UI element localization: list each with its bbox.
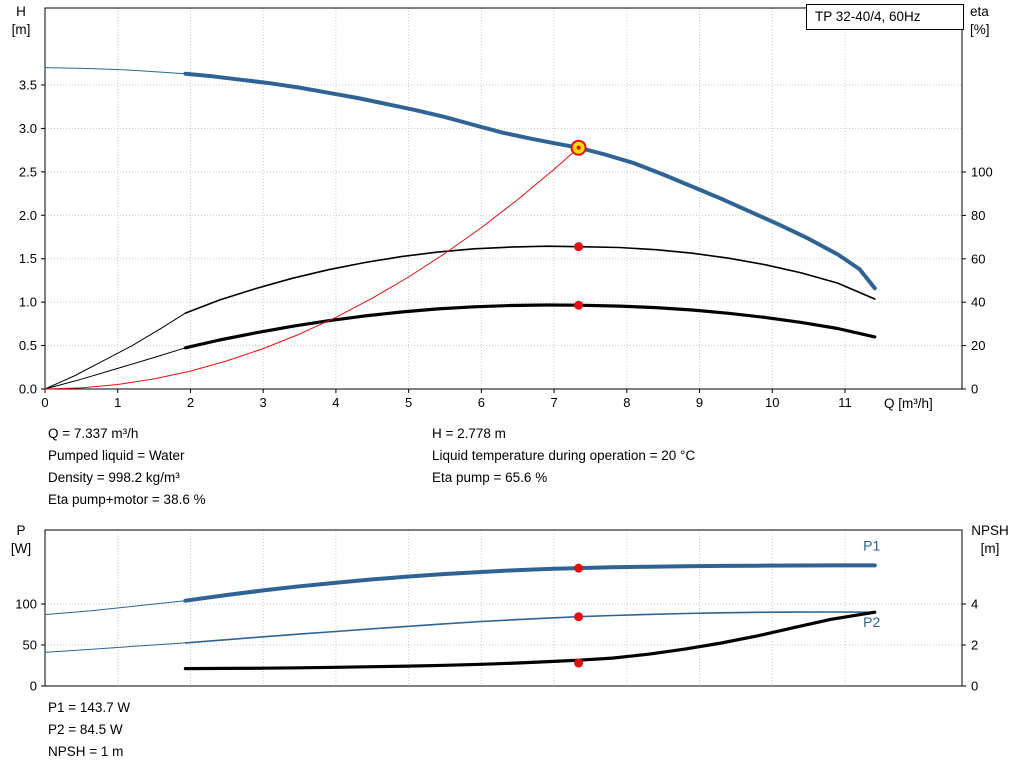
eta-curve-lead	[44, 312, 186, 390]
x-tick-label: 0	[41, 395, 48, 410]
left-tick-label: 3.0	[19, 121, 37, 136]
left-tick-label: 0.5	[19, 338, 37, 353]
power-axis-unit: [W]	[10, 541, 32, 556]
left-tick-label: 1.0	[19, 295, 37, 310]
density-value: Density = 998.2 kg/m³	[48, 470, 180, 485]
right-tick-label: 60	[971, 251, 985, 266]
chart-frame	[44, 7, 963, 390]
x-tick-label: 1	[114, 395, 121, 410]
npsh-axis-label: NPSH [m]	[962, 522, 1018, 558]
eta-pump-value: Eta pump = 65.6 %	[432, 470, 548, 485]
eta-pump-motor-lead	[44, 347, 186, 390]
eta-pm-duty-point	[574, 300, 584, 310]
duty-data-right: H = 2.778 m Liquid temperature during op…	[432, 423, 695, 489]
eta-pump-motor-curve	[183, 303, 877, 350]
pumped-liquid-value: Pumped liquid = Water	[48, 448, 185, 463]
liquid-temperature-value: Liquid temperature during operation = 20…	[432, 448, 696, 463]
npsh-axis-unit: [m]	[980, 541, 1000, 556]
duty-data-left: Q = 7.337 m³/h Pumped liquid = Water Den…	[48, 423, 206, 511]
x-tick-label: 3	[260, 395, 267, 410]
eta-pump-motor-value: Eta pump+motor = 38.6 %	[48, 492, 206, 507]
head-axis-unit: [m]	[11, 22, 31, 37]
pump-type-label: TP 32-40/4, 60Hz	[806, 4, 964, 30]
left-tick-label: 2.5	[19, 164, 37, 179]
p1-duty-point	[574, 563, 584, 573]
eta-axis-label: eta [%]	[970, 3, 1014, 39]
eta-duty-point	[574, 242, 584, 252]
flow-value: Q = 7.337 m³/h	[48, 426, 139, 441]
eta-curve	[184, 245, 876, 314]
left-tick-label: 0	[30, 679, 37, 694]
left-tick-label: 3.5	[19, 77, 37, 92]
power-npsh-chart: 0 50 100 0 2 4 P1 P2	[15, 529, 978, 694]
operating-point-center	[576, 145, 581, 150]
power-axis-label: P [W]	[2, 522, 40, 558]
x-tick-label: 6	[478, 395, 485, 410]
p2-curve	[184, 611, 876, 644]
npsh-duty-point	[574, 658, 584, 668]
x-tick-label: 11	[838, 395, 852, 410]
left-tick-label: 100	[15, 596, 37, 611]
eta-axis-symbol: eta	[970, 4, 989, 19]
eta-axis-unit: [%]	[970, 22, 990, 37]
npsh-value: NPSH = 1 m	[48, 744, 124, 759]
power-data: P1 = 143.7 W P2 = 84.5 W NPSH = 1 m	[48, 697, 130, 763]
x-tick-label: 4	[332, 395, 339, 410]
p1-curve-lead	[44, 600, 186, 616]
right-tick-label: 4	[971, 597, 978, 612]
left-tick-label: 0.0	[19, 382, 37, 397]
head-axis-label: H [m]	[2, 3, 40, 39]
h-curve	[183, 71, 877, 291]
x-tick-label: 9	[696, 395, 703, 410]
series-label-p2: P2	[863, 614, 880, 630]
npsh-curve	[183, 610, 877, 671]
x-tick-label: 7	[550, 395, 557, 410]
series-label-p1: P1	[863, 538, 880, 554]
left-tick-label: 2.0	[19, 208, 37, 223]
x-tick-label: 8	[623, 395, 630, 410]
x-tick-label: 10	[765, 395, 779, 410]
right-tick-label: 0	[971, 382, 978, 397]
p2-duty-point	[574, 612, 584, 622]
p2-value: P2 = 84.5 W	[48, 722, 123, 737]
right-tick-label: 2	[971, 638, 978, 653]
right-tick-label: 100	[971, 165, 993, 180]
system-curve	[44, 147, 580, 390]
chart-frame	[44, 529, 963, 687]
p1-curve	[183, 563, 877, 603]
right-tick-label: 0	[971, 679, 978, 694]
right-tick-label: 40	[971, 295, 985, 310]
npsh-axis-symbol: NPSH	[971, 523, 1009, 538]
power-axis-symbol: P	[16, 523, 26, 538]
right-tick-label: 20	[971, 338, 985, 353]
right-tick-label: 80	[971, 208, 985, 223]
head-efficiency-chart: 0 1 2 3 4 5 6 7 8 9 10 11 0.0 0.5 1.0 1.5 2.0 2.5 3.0 3.5 0 2…	[19, 7, 993, 410]
left-tick-label: 1.5	[19, 251, 37, 266]
head-axis-symbol: H	[16, 4, 26, 19]
p1-value: P1 = 143.7 W	[48, 700, 131, 715]
p2-curve-lead	[44, 642, 186, 653]
x-tick-label: 2	[187, 395, 194, 410]
x-tick-label: 5	[405, 395, 412, 410]
left-tick-label: 50	[23, 637, 37, 652]
h-curve-lead	[44, 67, 186, 75]
head-value: H = 2.778 m	[432, 426, 506, 441]
flow-axis-label: Q [m³/h]	[884, 396, 933, 411]
